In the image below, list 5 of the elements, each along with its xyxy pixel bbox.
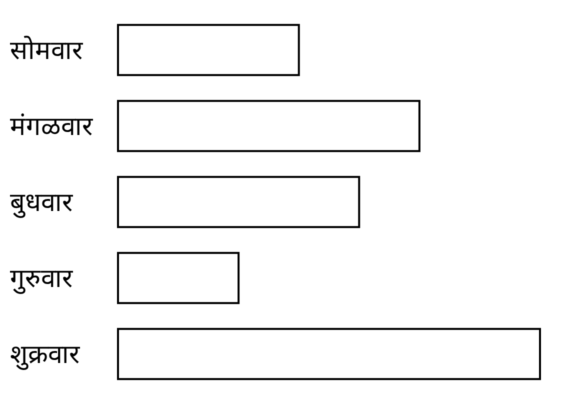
y-tick-label: शुक्रवार xyxy=(10,339,81,370)
y-tick-label: बुधवार xyxy=(10,187,74,218)
y-tick-label: मंगळवार xyxy=(10,111,94,141)
y-tick-label: सोमवार xyxy=(10,35,84,65)
y-tick-label: गुरुवार xyxy=(10,263,74,294)
